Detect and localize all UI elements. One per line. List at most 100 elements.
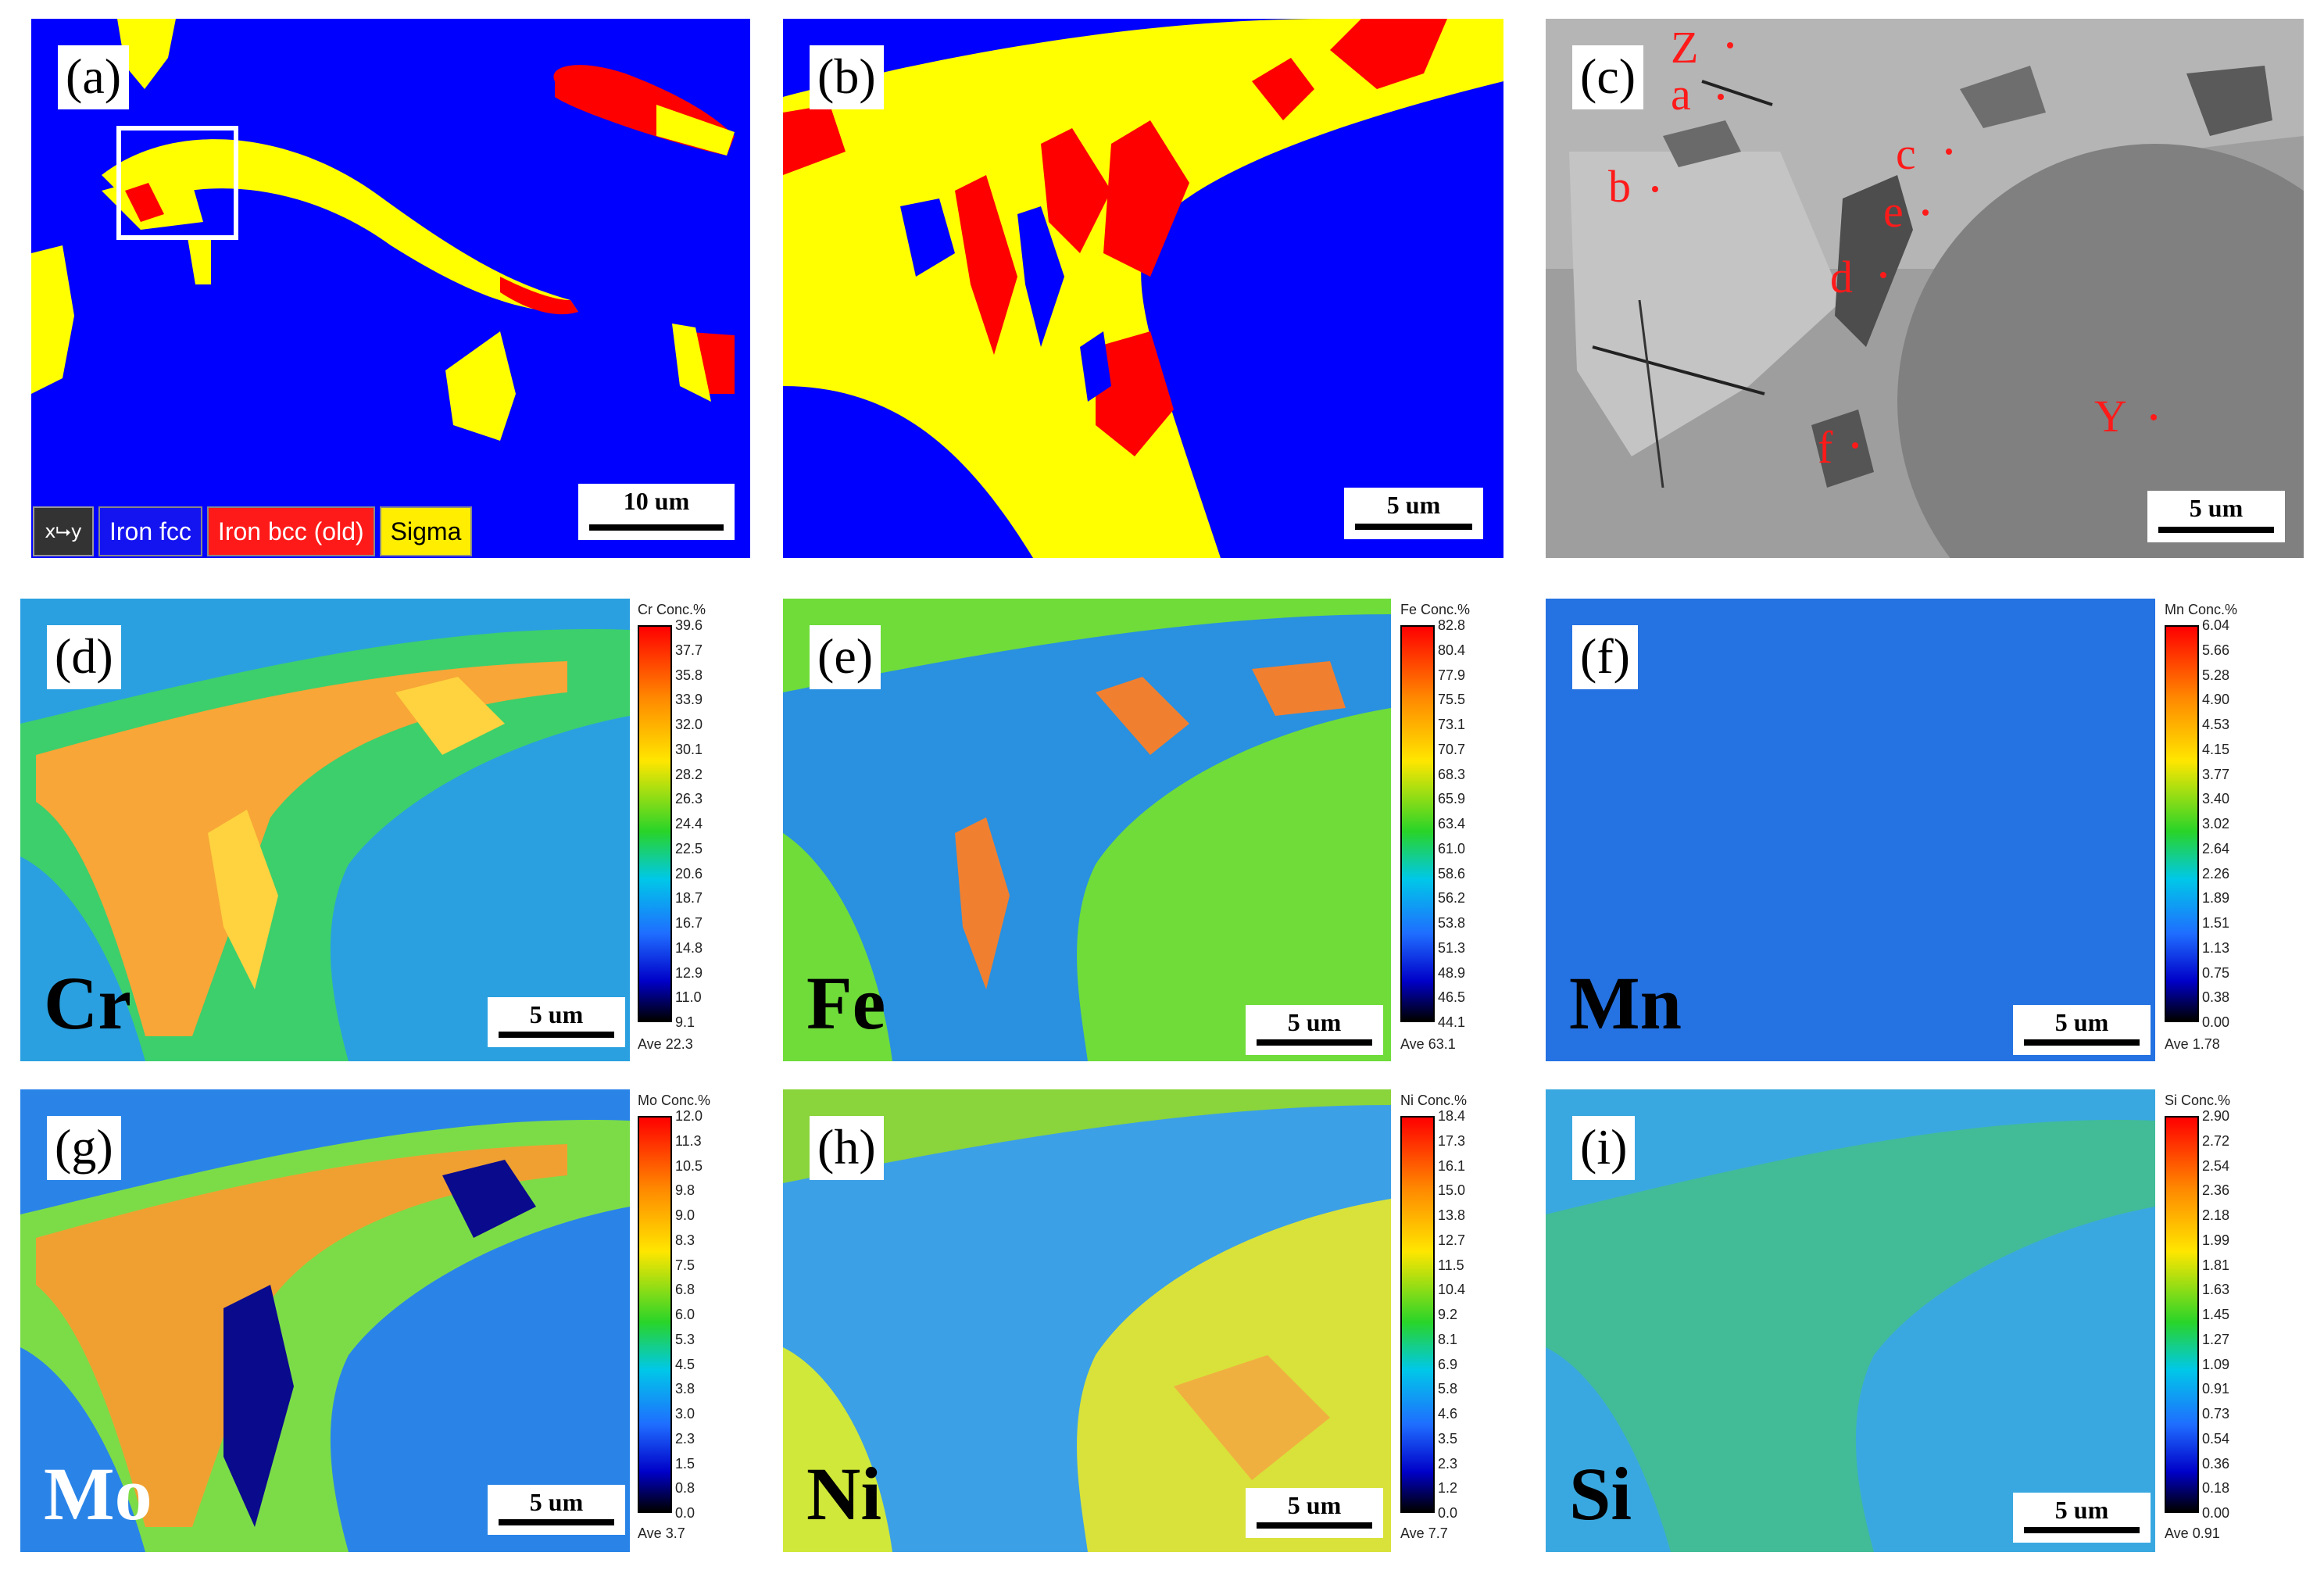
colorbar-tick-label: 0.00 <box>2202 1505 2230 1521</box>
panel-i-si-map: (i) Si 5 um <box>1546 1089 2155 1552</box>
colorbar-f <box>2165 625 2199 1022</box>
panel-h-element: Ni <box>806 1452 881 1536</box>
mn-map-graphic <box>1546 599 2155 1061</box>
scale-bar-line <box>2024 1527 2140 1533</box>
colorbar-tick-label: 0.18 <box>2202 1480 2230 1497</box>
colorbar-tick-label: 75.5 <box>1438 692 1466 708</box>
colorbar-tick-label: 16.7 <box>675 915 703 931</box>
legend-label: Sigma <box>390 517 462 545</box>
colorbar-i-average: Ave 0.91 <box>2165 1525 2220 1541</box>
colorbar-tick-label: 1.5 <box>675 1455 695 1472</box>
point-marker-a <box>1718 94 1724 100</box>
panel-d-element: Cr <box>44 961 131 1045</box>
scale-bar-line <box>1257 1522 1372 1529</box>
colorbar-tick-label: 1.13 <box>2202 939 2230 956</box>
scale-bar-line <box>2158 527 2274 533</box>
panel-h-ni-map: (h) Ni 5 um <box>783 1089 1391 1552</box>
panel-i-element: Si <box>1569 1452 1632 1536</box>
colorbar-tick-label: 6.04 <box>2202 617 2230 633</box>
panel-c-sem-image: (c) Z a b c e d Y f 5 um <box>1546 19 2304 558</box>
colorbar-tick-label: 6.9 <box>1438 1356 1458 1372</box>
colorbar-tick-label: 11.5 <box>1438 1257 1464 1273</box>
colorbar-h-average: Ave 7.7 <box>1400 1525 1448 1541</box>
scale-bar-line <box>589 524 724 531</box>
colorbar-tick-label: 82.8 <box>1438 617 1466 633</box>
panel-i-label: (i) <box>1572 1116 1636 1180</box>
colorbar-tick-label: 3.77 <box>2202 766 2230 782</box>
panel-g-label: (g) <box>47 1116 121 1180</box>
panel-b-label: (b) <box>810 45 884 109</box>
colorbar-tick-label: 4.15 <box>2202 741 2230 757</box>
colorbar-tick-label: 9.2 <box>1438 1307 1458 1322</box>
scale-bar-line <box>2024 1039 2140 1046</box>
colorbar-tick-label: 8.1 <box>1438 1331 1458 1347</box>
colorbar-tick-label: 9.8 <box>675 1182 695 1199</box>
colorbar-tick-label: 0.36 <box>2202 1455 2230 1472</box>
colorbar-tick-label: 5.66 <box>2202 642 2230 658</box>
ni-map-graphic <box>783 1089 1391 1552</box>
panel-d-label: (d) <box>47 625 121 689</box>
colorbar-g <box>638 1116 672 1513</box>
colorbar-tick-label: 4.90 <box>2202 692 2230 708</box>
colorbar-tick-label: 1.45 <box>2202 1307 2230 1322</box>
legend-label: Iron fcc <box>109 517 191 545</box>
point-marker-b <box>1652 186 1658 192</box>
colorbar-tick-label: 0.0 <box>1438 1505 1458 1521</box>
colorbar-tick-label: 12.7 <box>1438 1232 1466 1248</box>
colorbar-tick-label: 37.7 <box>675 642 703 658</box>
colorbar-tick-label: 44.1 <box>1438 1014 1466 1030</box>
colorbar-tick-label: 9.0 <box>675 1207 695 1223</box>
point-label-a: a <box>1671 69 1691 120</box>
colorbar-tick-label: 1.81 <box>2202 1257 2230 1273</box>
colorbar-tick-label: 2.3 <box>675 1430 695 1447</box>
xy-axes-icon: x⮡y <box>33 506 94 556</box>
colorbar-tick-label: 58.6 <box>1438 865 1466 882</box>
sem-image-graphic <box>1546 19 2304 558</box>
colorbar-tick-label: 77.9 <box>1438 667 1466 683</box>
colorbar-tick-label: 24.4 <box>675 816 703 831</box>
colorbar-tick-label: 3.0 <box>675 1406 695 1422</box>
colorbar-tick-label: 18.7 <box>675 890 703 907</box>
point-label-z: Z <box>1671 22 1699 73</box>
panel-b-scale-bar: 5 um <box>1344 488 1483 539</box>
point-marker-e <box>1922 209 1929 216</box>
scale-bar-text: 5 um <box>2189 494 2244 522</box>
point-marker-f <box>1852 442 1858 449</box>
colorbar-g-average: Ave 3.7 <box>638 1525 685 1541</box>
colorbar-tick-label: 1.63 <box>2202 1282 2230 1298</box>
colorbar-g-title: Mo Conc.% <box>638 1093 711 1108</box>
colorbar-tick-label: 35.8 <box>675 667 703 683</box>
colorbar-f-title: Mn Conc.% <box>2165 602 2238 617</box>
colorbar-tick-label: 2.36 <box>2202 1182 2230 1199</box>
colorbar-tick-label: 3.8 <box>675 1381 695 1397</box>
legend-iron-bcc: Iron bcc (old) <box>206 506 375 556</box>
panel-a-scale-bar: 10 um <box>578 484 735 540</box>
colorbar-tick-label: 73.1 <box>1438 717 1466 732</box>
colorbar-tick-label: 68.3 <box>1438 766 1466 782</box>
colorbar-tick-label: 0.0 <box>675 1505 695 1521</box>
colorbar-tick-label: 2.26 <box>2202 865 2230 882</box>
colorbar-tick-label: 51.3 <box>1438 939 1466 956</box>
colorbar-tick-label: 39.6 <box>675 617 703 633</box>
mo-map-graphic <box>20 1089 630 1552</box>
scale-bar-text: 5 um <box>1386 491 1441 519</box>
colorbar-tick-label: 11.0 <box>675 989 702 1006</box>
colorbar-tick-label: 15.0 <box>1438 1182 1466 1199</box>
colorbar-e-title: Fe Conc.% <box>1400 602 1471 617</box>
colorbar-tick-label: 6.0 <box>675 1307 695 1322</box>
colorbar-tick-label: 9.1 <box>675 1014 695 1030</box>
point-label-e: e <box>1883 186 1904 237</box>
colorbar-tick-label: 56.2 <box>1438 890 1466 907</box>
colorbar-tick-label: 70.7 <box>1438 741 1466 757</box>
colorbar-tick-label: 0.8 <box>675 1480 695 1497</box>
colorbar-tick-label: 2.54 <box>2202 1157 2230 1174</box>
colorbar-tick-label: 20.6 <box>675 865 703 882</box>
colorbar-tick-label: 11.3 <box>675 1132 702 1149</box>
panel-d-scale-bar: 5 um <box>488 997 625 1047</box>
colorbar-tick-label: 1.51 <box>2202 915 2230 931</box>
colorbar-tick-label: 5.3 <box>675 1331 695 1347</box>
point-marker-d <box>1880 272 1886 278</box>
colorbar-tick-label: 13.8 <box>1438 1207 1466 1223</box>
panel-h-scale-bar: 5 um <box>1246 1488 1383 1538</box>
colorbar-d-average: Ave 22.3 <box>638 1036 693 1052</box>
